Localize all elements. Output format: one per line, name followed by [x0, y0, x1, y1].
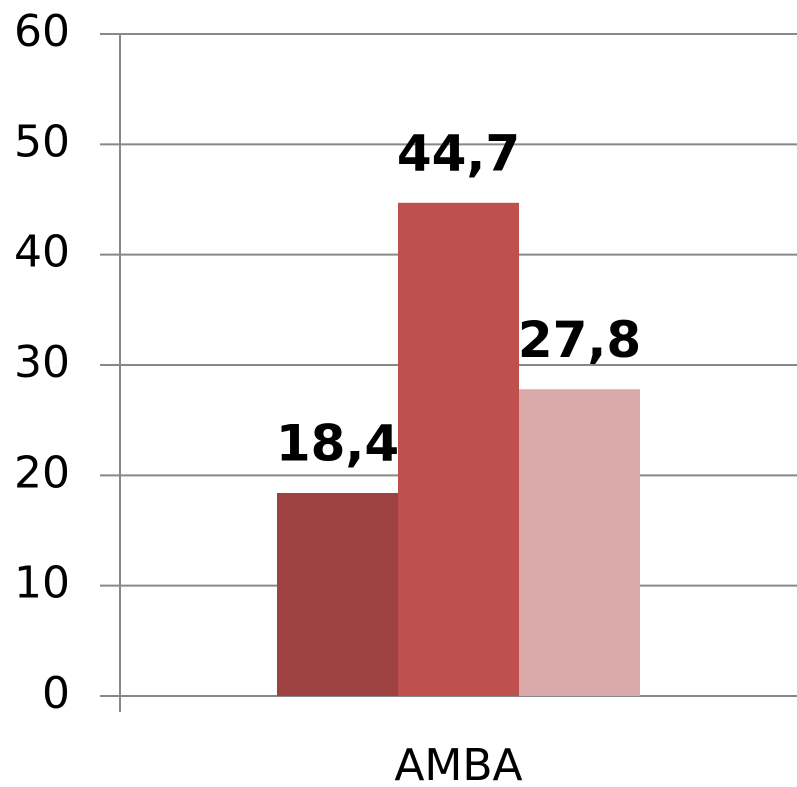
y-tick-label: 0	[42, 668, 70, 719]
data-label: 27,8	[518, 311, 641, 369]
y-tick-label: 60	[14, 6, 70, 57]
bar	[398, 202, 519, 696]
bar	[519, 389, 640, 696]
x-tick-label: AMBA	[394, 740, 522, 787]
y-tick-label: 20	[14, 447, 70, 498]
data-label: 18,4	[276, 414, 399, 472]
y-tick-label: 50	[14, 116, 70, 167]
y-tick-label: 30	[14, 337, 70, 388]
y-tick-label: 10	[14, 558, 70, 609]
data-label: 44,7	[397, 124, 520, 182]
bar	[277, 492, 398, 696]
y-tick-label: 40	[14, 227, 70, 278]
